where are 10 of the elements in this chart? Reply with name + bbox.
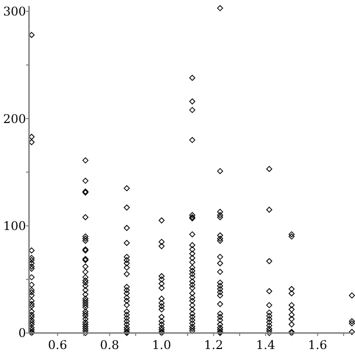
x-tick-label: 0.8 [100, 338, 120, 352]
x-tick-label: 1.0 [152, 338, 172, 352]
y-tick-label: 300 [3, 4, 26, 19]
x-tick-label: 0.6 [48, 338, 68, 352]
x-tick-label: 1.2 [204, 338, 224, 352]
x-tick-label: 1.4 [256, 338, 276, 352]
x-tick-label: 1.6 [308, 338, 328, 352]
y-tick-label: 200 [3, 112, 26, 126]
y-tick-label: 100 [3, 218, 26, 233]
y-tick-label: 0 [18, 326, 26, 340]
